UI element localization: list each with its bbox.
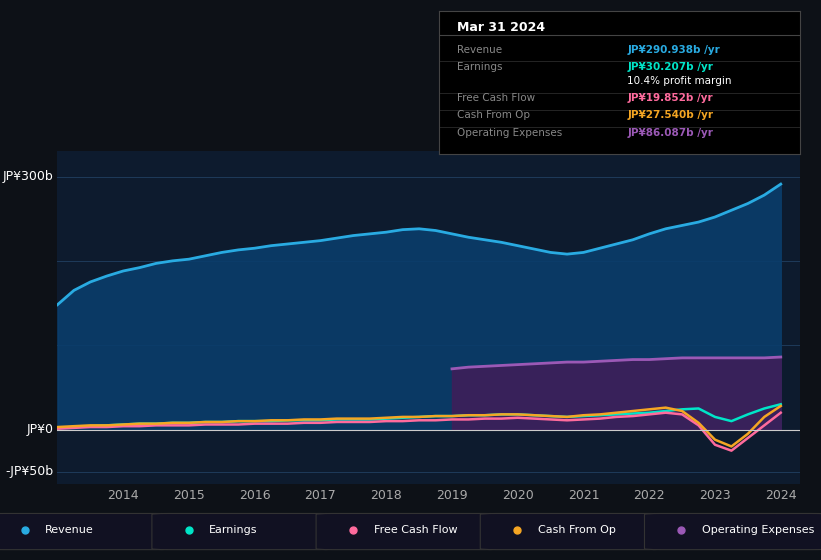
Text: JP¥290.938b /yr: JP¥290.938b /yr [627,45,720,55]
Text: -JP¥50b: -JP¥50b [6,465,53,478]
FancyBboxPatch shape [0,514,172,550]
Text: JP¥0: JP¥0 [27,423,53,436]
Text: JP¥27.540b /yr: JP¥27.540b /yr [627,110,713,120]
Text: JP¥300b: JP¥300b [3,170,53,183]
Text: JP¥86.087b /yr: JP¥86.087b /yr [627,128,713,138]
Text: Cash From Op: Cash From Op [457,110,530,120]
FancyBboxPatch shape [644,514,821,550]
Text: Revenue: Revenue [457,45,502,55]
Text: Free Cash Flow: Free Cash Flow [457,94,535,103]
Text: Earnings: Earnings [209,525,258,535]
Text: Mar 31 2024: Mar 31 2024 [457,21,545,34]
Text: 10.4% profit margin: 10.4% profit margin [627,76,732,86]
Text: Revenue: Revenue [45,525,94,535]
Text: Operating Expenses: Operating Expenses [457,128,562,138]
Text: JP¥30.207b /yr: JP¥30.207b /yr [627,62,713,72]
Text: Operating Expenses: Operating Expenses [702,525,814,535]
FancyBboxPatch shape [480,514,664,550]
FancyBboxPatch shape [152,514,336,550]
Text: Cash From Op: Cash From Op [538,525,616,535]
Text: Earnings: Earnings [457,62,502,72]
Text: Free Cash Flow: Free Cash Flow [374,525,457,535]
Text: JP¥19.852b /yr: JP¥19.852b /yr [627,94,713,103]
FancyBboxPatch shape [316,514,500,550]
